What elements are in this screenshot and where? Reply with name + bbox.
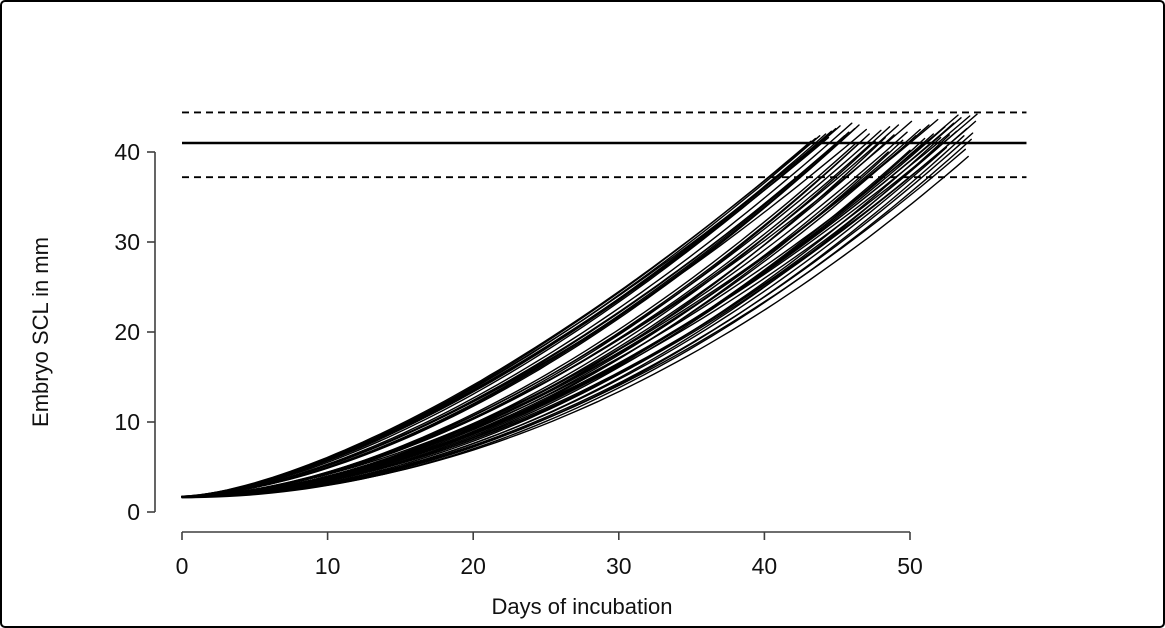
growth-curve xyxy=(181,127,856,498)
growth-curve xyxy=(181,130,958,497)
growth-curve xyxy=(181,146,948,498)
y-tick-label: 10 xyxy=(114,409,140,435)
y-axis: 0 10 20 30 40 xyxy=(114,139,156,525)
growth-curve xyxy=(181,149,911,498)
x-tick-label: 30 xyxy=(606,553,632,579)
growth-curve xyxy=(181,120,913,498)
growth-curve xyxy=(181,140,876,498)
growth-curve xyxy=(181,125,841,498)
growth-curve xyxy=(181,137,926,498)
growth-curves xyxy=(181,113,978,499)
growth-curve xyxy=(181,142,838,498)
reference-lines xyxy=(182,111,1027,179)
growth-curve xyxy=(181,151,889,498)
x-axis: 0 10 20 30 40 50 xyxy=(176,531,923,579)
y-tick-label: 20 xyxy=(114,319,140,345)
growth-curve xyxy=(181,124,900,498)
growth-curve xyxy=(181,131,850,498)
growth-curve xyxy=(181,118,939,498)
growth-curve xyxy=(181,148,966,498)
growth-curve xyxy=(181,129,882,498)
growth-curve xyxy=(181,139,904,498)
growth-curve xyxy=(181,134,950,498)
growth-curve xyxy=(181,138,972,499)
growth-curve xyxy=(181,113,978,498)
growth-curve xyxy=(181,135,821,497)
growth-curve xyxy=(181,136,830,498)
growth-curve xyxy=(181,138,824,498)
x-tick-label: 40 xyxy=(752,553,778,579)
growth-curve xyxy=(181,128,867,498)
growth-curve xyxy=(181,137,817,498)
x-tick-label: 0 xyxy=(176,553,189,579)
x-tick-label: 20 xyxy=(460,553,486,579)
growth-curve xyxy=(181,122,955,498)
y-tick-label: 40 xyxy=(114,139,140,165)
growth-curve xyxy=(181,135,965,498)
growth-curve xyxy=(181,127,837,498)
x-tick-label: 50 xyxy=(897,553,923,579)
x-tick-label: 10 xyxy=(315,553,341,579)
y-axis-title: Embryo SCL in mm xyxy=(28,237,53,427)
growth-curve xyxy=(181,117,962,498)
growth-curve xyxy=(181,155,969,498)
growth-curve xyxy=(181,127,968,498)
y-tick-label: 0 xyxy=(127,499,140,525)
growth-curve xyxy=(181,135,846,498)
x-axis-title: Days of incubation xyxy=(492,594,673,619)
y-tick-label: 30 xyxy=(114,229,140,255)
growth-curve xyxy=(181,124,860,497)
growth-curve xyxy=(181,130,833,497)
growth-curve xyxy=(181,131,908,498)
